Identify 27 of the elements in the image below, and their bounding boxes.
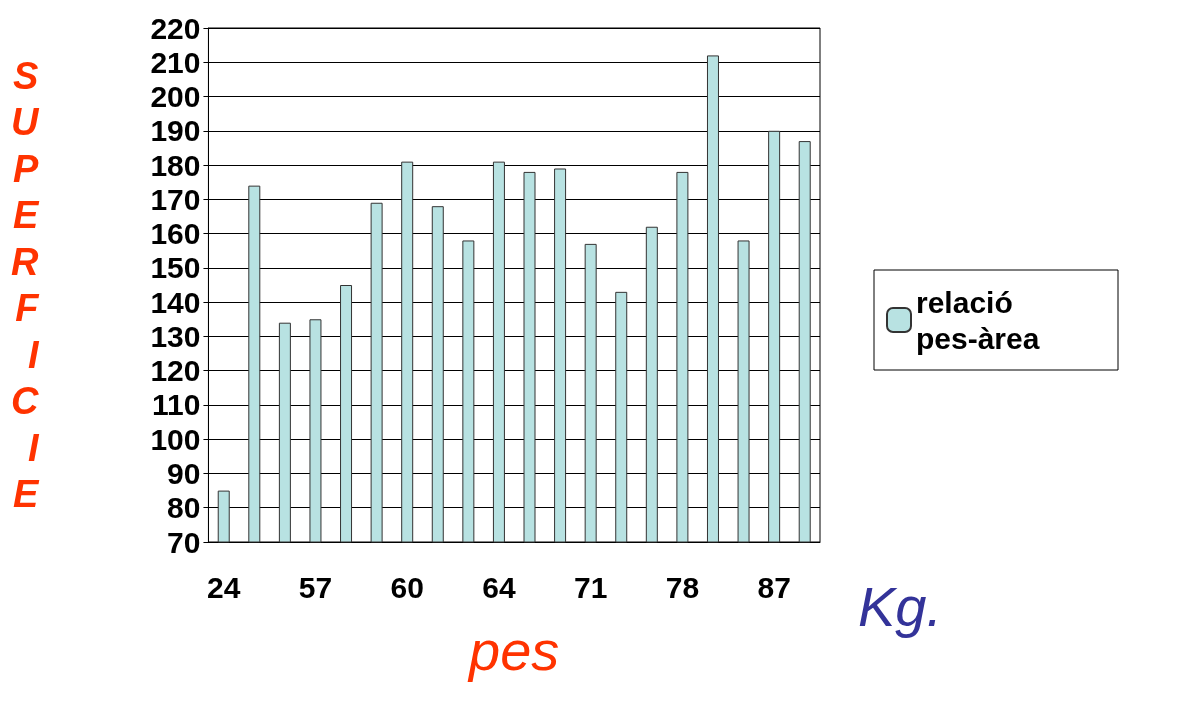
y-tick-label: 220	[150, 11, 201, 45]
x-tick-label: 87	[757, 570, 791, 604]
x-axis-title: pes	[467, 618, 560, 682]
legend-label: relació pes-àrea	[916, 285, 1040, 355]
x-tick-label: 64	[482, 570, 516, 604]
y-tick-label: 100	[150, 422, 201, 456]
text: Kg.	[858, 574, 943, 638]
y-tick-label: 150	[150, 251, 201, 285]
y-tick-label: 70	[167, 525, 201, 559]
y-tick-label: 200	[150, 80, 201, 114]
y-tick-label: 90	[167, 456, 201, 490]
y-tick-label: 190	[150, 114, 201, 148]
y-tick-label: 130	[150, 319, 201, 353]
y-tick-label: 120	[150, 354, 201, 388]
x-tick-label: 24	[207, 570, 241, 604]
x-tick-label: 71	[573, 570, 608, 604]
y-tick-label: 110	[152, 388, 201, 422]
y-tick-label: 160	[150, 217, 201, 251]
y-tick-label: 210	[150, 45, 201, 79]
x-tick-label: 57	[298, 570, 333, 604]
y-tick-label: 180	[150, 148, 201, 182]
x-tick-label: 60	[390, 570, 424, 604]
y-tick-label: 80	[167, 491, 201, 525]
x-tick-label: 78	[665, 570, 700, 604]
text: SUPERFICIE	[10, 54, 39, 516]
y-tick-label: 140	[150, 285, 201, 319]
y-tick-label: 170	[150, 182, 201, 216]
